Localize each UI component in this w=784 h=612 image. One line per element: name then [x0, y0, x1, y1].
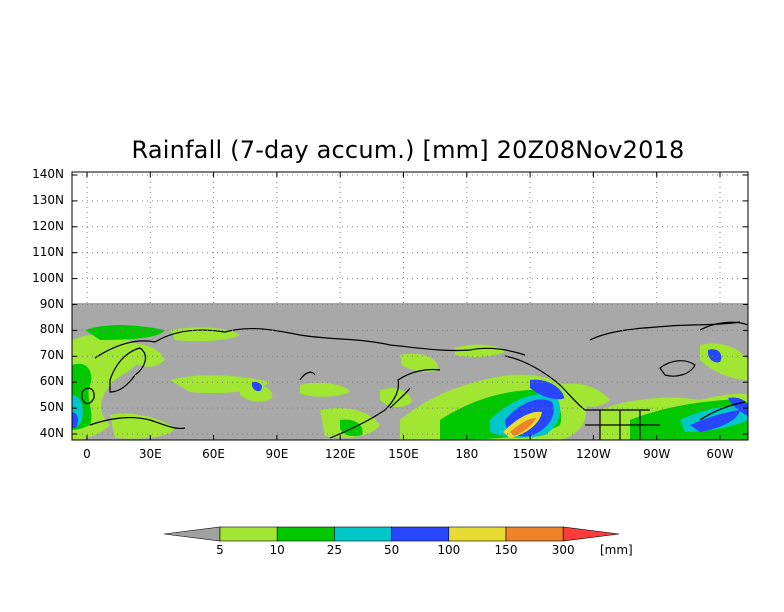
lat-label: 80N: [39, 322, 64, 337]
rain-barents: [85, 325, 165, 340]
lat-label: 50N: [39, 400, 64, 415]
no-data-region: [72, 172, 748, 303]
rain-bering: [455, 344, 505, 357]
coast-hudson: [659, 360, 696, 377]
land-outlines: [81, 321, 748, 440]
coast-japan: [389, 387, 411, 409]
colorbar-unit: [mm]: [600, 543, 633, 557]
colorbar-segment: [448, 526, 507, 542]
rain-japan: [380, 388, 412, 408]
coast-asia-east: [329, 368, 441, 439]
lon-label: 150E: [388, 447, 419, 461]
colorbar-segment: [334, 526, 392, 542]
coast-scandinavia: [109, 347, 147, 393]
coast-greenland: [699, 321, 748, 331]
colorbar-above: [562, 526, 620, 542]
lat-label: 140N: [32, 167, 64, 181]
colorbar-label: 300: [551, 543, 575, 557]
colorbar-segment: [391, 526, 450, 542]
lat-label: 130N: [32, 192, 64, 207]
lon-label: 60W: [706, 447, 734, 461]
rain-central-asia: [240, 384, 273, 402]
rain-mongolia: [300, 382, 350, 397]
lon-label: 0: [83, 447, 91, 461]
rain-okhotsk: [400, 353, 439, 373]
rain-alaska-coast: [530, 379, 565, 400]
rain-scandinavia: [120, 343, 165, 367]
lon-label: 150W: [512, 447, 548, 461]
lon-label: 30E: [138, 447, 162, 461]
rain-europe-south: [110, 413, 175, 439]
rain-canada-east-blue: [707, 349, 722, 363]
us-borders: [585, 409, 660, 440]
colorbar: [163, 526, 620, 542]
coast-europe-south: [89, 416, 186, 430]
colorbar-label: 100: [437, 543, 461, 557]
colorbar-label: 150: [494, 543, 518, 557]
lake-baikal: [299, 371, 316, 381]
rain-europe-blue: [72, 412, 79, 428]
lon-label: 60E: [202, 447, 226, 461]
lon-label: 120E: [324, 447, 356, 461]
map-title: Rainfall (7-day accum.) [mm] 20Z08Nov201…: [131, 136, 685, 164]
lon-label: 120W: [576, 447, 611, 461]
lat-label: 110N: [32, 244, 64, 259]
colorbar-segment: [505, 526, 564, 542]
rain-east-asia-green: [340, 419, 363, 437]
coast-eurasia-north: [94, 327, 526, 359]
lat-label: 70N: [39, 348, 64, 363]
lat-label: 120N: [32, 218, 64, 233]
lon-label: 90W: [643, 447, 671, 461]
rain-pacific-orange: [510, 418, 536, 436]
colorbar-segment: [219, 526, 278, 542]
grid-lines: [72, 172, 748, 435]
lon-label: 90E: [265, 447, 289, 461]
colorbar-label: 50: [383, 543, 400, 557]
lat-label: 60N: [39, 374, 64, 389]
colorbar-label: 10: [269, 543, 285, 557]
colorbar-below: [163, 526, 221, 542]
rain-canada: [560, 383, 610, 407]
colorbar-label: 25: [326, 543, 343, 557]
tick-marks: [72, 172, 748, 440]
lat-label: 40N: [39, 426, 64, 440]
coast-uk: [81, 387, 95, 405]
rain-central-asia-blue: [251, 381, 263, 392]
coast-alaska: [504, 355, 586, 411]
rainfall-patches: [72, 325, 748, 440]
lat-label: 90N: [39, 296, 64, 311]
colorbar-label: 5: [216, 543, 224, 557]
lon-label: 180: [455, 447, 479, 461]
lat-label: 100N: [32, 270, 64, 285]
colorbar-segment: [276, 526, 335, 542]
rain-atlantic-blue: [690, 410, 740, 432]
plot-frame: [71, 171, 749, 441]
